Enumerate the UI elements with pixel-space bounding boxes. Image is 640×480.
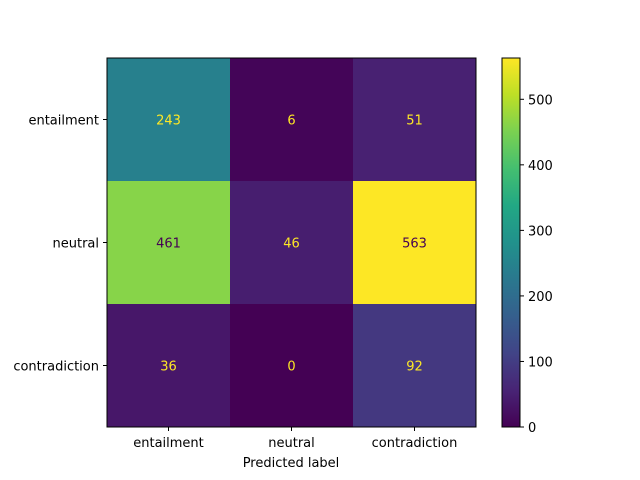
x-tick-label: neutral (268, 436, 315, 451)
colorbar-tick-label: 300 (528, 224, 553, 239)
matrix-cell (107, 181, 230, 304)
y-tick-label: entailment (28, 114, 99, 129)
cell-value-label: 461 (156, 237, 181, 252)
colorbar-tick-label: 100 (528, 355, 553, 370)
x-tick-label: contradiction (372, 436, 458, 451)
cell-value-label: 0 (287, 360, 295, 375)
matrix-cell (230, 58, 353, 181)
colorbar-tick-label: 0 (528, 421, 536, 436)
x-tick-label: entailment (133, 436, 204, 451)
y-tick-label: neutral (53, 237, 100, 252)
colorbar-tick-label: 200 (528, 290, 553, 305)
colorbar-tick-label: 500 (528, 93, 553, 108)
matrix-cell (353, 181, 476, 304)
cell-value-label: 51 (406, 114, 423, 129)
cell-value-label: 36 (160, 360, 177, 375)
cell-value-label: 92 (406, 360, 423, 375)
matrix-cell (353, 58, 476, 181)
x-axis-title: Predicted label (243, 456, 340, 471)
matrix-cell (107, 304, 230, 427)
y-tick-label: contradiction (13, 360, 99, 375)
colorbar: 0 100 200 300 400 500 (501, 57, 553, 436)
cell-value-label: 563 (402, 237, 427, 252)
cell-value-label: 243 (156, 114, 181, 129)
matrix-cell (230, 181, 353, 304)
matrix-cell (353, 304, 476, 427)
y-axis: entailment neutral contradiction (13, 114, 107, 375)
x-axis: entailment neutral contradiction (133, 427, 457, 451)
colorbar-tick-label: 400 (528, 159, 553, 174)
colorbar-gradient (501, 57, 521, 428)
cell-value-label: 6 (287, 114, 295, 129)
cell-value-label: 46 (283, 237, 300, 252)
matrix-cell (230, 304, 353, 427)
matrix-area: 243 6 51 461 46 563 36 0 92 (106, 57, 477, 428)
matrix-cell (107, 58, 230, 181)
